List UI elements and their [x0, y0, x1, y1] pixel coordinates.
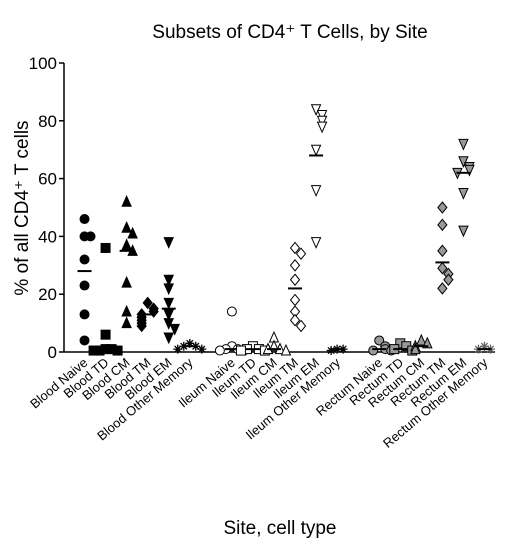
point	[235, 345, 246, 356]
point	[368, 345, 379, 356]
point	[310, 185, 322, 197]
point	[280, 343, 292, 356]
point	[326, 346, 336, 356]
point	[121, 304, 132, 317]
point	[437, 244, 448, 258]
point	[163, 274, 174, 287]
point	[295, 319, 307, 333]
point	[316, 115, 328, 128]
point	[226, 306, 237, 317]
point	[112, 345, 123, 356]
y-axis-label: % of all CD4⁺ T cells	[12, 120, 33, 295]
point	[289, 313, 301, 327]
chart-title: Subsets of CD4⁺ T Cells, by Site	[152, 22, 427, 43]
point	[121, 238, 132, 251]
point	[443, 273, 454, 287]
y-tick-label: 0	[48, 343, 57, 362]
point	[163, 318, 174, 330]
point	[437, 261, 448, 275]
point	[169, 323, 180, 336]
point	[163, 297, 174, 310]
point	[289, 293, 301, 307]
y-tick-label: 20	[38, 285, 57, 304]
point	[316, 121, 328, 134]
point	[121, 316, 132, 329]
point	[163, 283, 174, 296]
point	[437, 201, 448, 214]
point	[127, 226, 138, 239]
point	[79, 280, 90, 291]
point	[458, 225, 469, 238]
point	[410, 342, 421, 355]
point	[79, 335, 90, 346]
point	[163, 309, 174, 322]
point	[464, 164, 475, 177]
point	[79, 254, 90, 265]
point	[289, 273, 301, 287]
y-tick-label: 80	[38, 112, 57, 131]
point	[163, 332, 174, 345]
point	[121, 275, 132, 288]
point	[163, 237, 174, 249]
point	[289, 259, 301, 272]
point	[316, 110, 328, 122]
point	[437, 218, 448, 232]
y-tick-label: 40	[38, 227, 57, 246]
point	[85, 231, 96, 242]
point	[295, 247, 307, 261]
x-axis-label: Site, cell type	[224, 518, 337, 539]
point	[136, 319, 147, 333]
point	[374, 335, 385, 346]
point	[88, 345, 99, 356]
point	[185, 338, 195, 348]
point	[479, 341, 489, 351]
point	[79, 309, 90, 320]
point	[142, 296, 153, 310]
y-tick-label: 60	[38, 170, 57, 189]
point	[197, 344, 207, 354]
point	[458, 188, 469, 200]
point	[100, 242, 111, 253]
point	[416, 333, 427, 346]
point	[458, 138, 469, 151]
point	[310, 104, 322, 116]
point	[121, 195, 132, 207]
point	[437, 282, 448, 295]
point	[100, 329, 111, 340]
point	[121, 221, 132, 233]
point	[289, 241, 301, 255]
point	[79, 214, 90, 225]
y-tick-label: 100	[29, 54, 57, 73]
point	[310, 144, 322, 157]
point	[458, 156, 469, 168]
point	[214, 345, 225, 356]
point	[173, 344, 183, 354]
point	[310, 237, 322, 249]
